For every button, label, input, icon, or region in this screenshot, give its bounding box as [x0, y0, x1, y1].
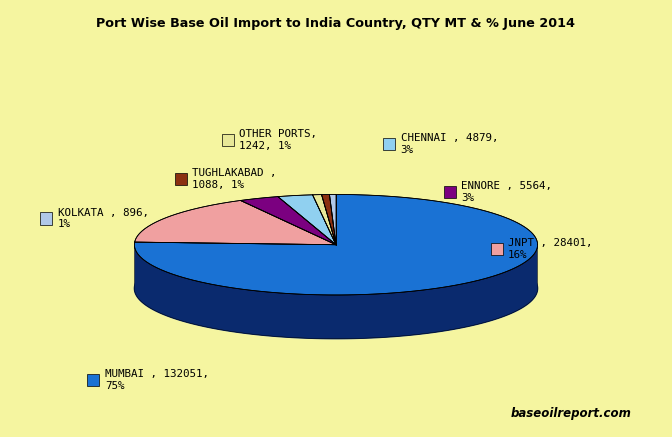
Polygon shape: [134, 238, 538, 339]
Polygon shape: [322, 194, 336, 245]
Text: TUGHLAKABAD ,
1088, 1%: TUGHLAKABAD , 1088, 1%: [192, 168, 277, 190]
Polygon shape: [134, 246, 538, 339]
FancyBboxPatch shape: [87, 374, 99, 386]
Text: Port Wise Base Oil Import to India Country, QTY MT & % June 2014: Port Wise Base Oil Import to India Count…: [97, 17, 575, 31]
FancyBboxPatch shape: [175, 173, 187, 185]
FancyBboxPatch shape: [444, 186, 456, 198]
Text: MUMBAI , 132051,
75%: MUMBAI , 132051, 75%: [105, 369, 209, 391]
Polygon shape: [278, 195, 336, 245]
Text: baseoilreport.com: baseoilreport.com: [511, 406, 632, 420]
FancyBboxPatch shape: [383, 138, 395, 150]
FancyBboxPatch shape: [40, 212, 52, 225]
Text: JNPT , 28401,
16%: JNPT , 28401, 16%: [508, 238, 593, 260]
Polygon shape: [329, 194, 336, 245]
Text: KOLKATA , 896,
1%: KOLKATA , 896, 1%: [58, 208, 149, 229]
Text: ENNORE , 5564,
3%: ENNORE , 5564, 3%: [461, 181, 552, 203]
Polygon shape: [134, 201, 336, 245]
FancyBboxPatch shape: [491, 243, 503, 255]
Text: OTHER PORTS,
1242, 1%: OTHER PORTS, 1242, 1%: [239, 129, 317, 151]
Polygon shape: [312, 194, 336, 245]
Text: CHENNAI , 4879,
3%: CHENNAI , 4879, 3%: [401, 133, 498, 155]
FancyBboxPatch shape: [222, 134, 234, 146]
Polygon shape: [134, 194, 538, 295]
Polygon shape: [241, 197, 336, 245]
